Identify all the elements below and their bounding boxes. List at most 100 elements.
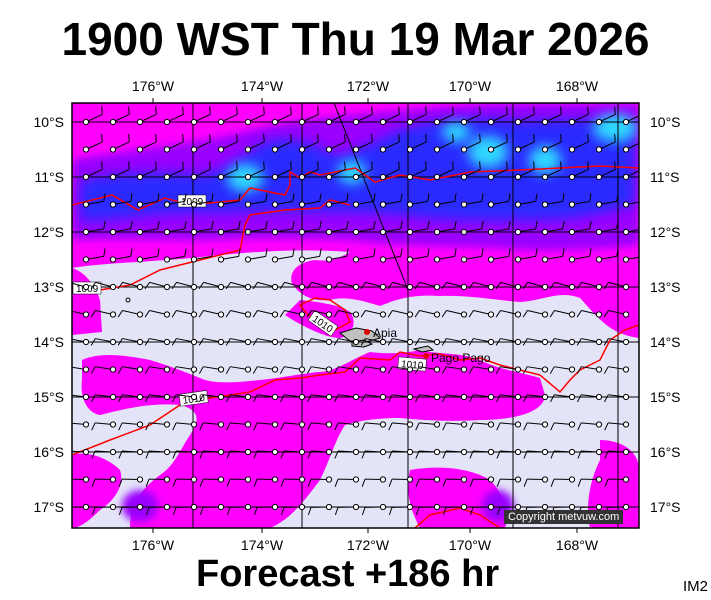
wind-barb	[252, 309, 279, 318]
wind-barb	[144, 338, 171, 346]
wind-barb	[91, 421, 117, 431]
wind-barb	[487, 106, 508, 126]
wind-barb	[90, 309, 117, 318]
wind-barb	[217, 193, 241, 208]
wind-barb	[171, 366, 198, 374]
wind-barb	[271, 133, 292, 153]
wind-barb	[577, 476, 603, 487]
wind-barb	[514, 133, 535, 153]
wind-barb	[82, 220, 106, 236]
wind-barb	[91, 503, 117, 516]
wind-barb	[136, 193, 160, 208]
lat-label: 10°S	[33, 114, 64, 130]
wind-barb	[82, 106, 103, 126]
wind-barb	[360, 309, 387, 318]
wind-barb	[118, 393, 144, 403]
wind-barb	[595, 161, 616, 181]
wind-barb	[496, 393, 522, 403]
wind-barb	[604, 476, 630, 487]
wind-barb	[91, 393, 117, 403]
wind-barb	[433, 161, 454, 181]
wind-barb	[225, 366, 252, 374]
wind-barb	[298, 161, 319, 181]
wind-barb	[433, 106, 454, 126]
wind-barb	[136, 248, 160, 263]
wind-barb	[333, 309, 360, 318]
wind-barb	[541, 161, 562, 181]
lat-label: 17°S	[650, 499, 681, 515]
wind-barb	[388, 393, 414, 403]
wind-barb	[244, 220, 268, 236]
wind-barb	[442, 421, 468, 431]
wind-barb	[226, 448, 252, 459]
wind-barb	[603, 309, 630, 318]
wind-barb	[522, 309, 549, 318]
wind-barb	[622, 115, 639, 126]
wind-barb	[298, 193, 322, 208]
wind-barb	[442, 476, 468, 487]
wind-barb	[144, 281, 171, 291]
wind-barb	[306, 366, 333, 374]
wind-barb	[441, 338, 468, 346]
wind-barb	[145, 476, 171, 487]
wind-barb	[117, 338, 144, 346]
wind-barb	[487, 133, 508, 153]
wind-barb	[171, 281, 198, 291]
wind-barb	[568, 161, 589, 181]
lon-label: 170°W	[448, 537, 492, 553]
lat-label: 11°S	[650, 169, 680, 185]
wind-barb	[523, 448, 549, 459]
wind-barb	[360, 281, 387, 291]
lat-label: 13°S	[650, 279, 681, 295]
wind-barb	[604, 421, 630, 431]
wind-barb	[352, 161, 373, 181]
wind-barb	[217, 133, 238, 153]
wind-barb	[541, 220, 565, 236]
wind-barb	[441, 366, 468, 374]
image-code: IM2	[683, 578, 709, 595]
wind-barb	[306, 309, 333, 318]
wind-barb	[198, 338, 225, 346]
wind-barb	[595, 106, 616, 126]
wind-barb	[460, 133, 481, 153]
wind-barb	[595, 133, 616, 153]
wind-barb	[72, 282, 90, 291]
wind-barb	[496, 421, 522, 431]
wind-barb	[352, 133, 373, 153]
wind-barb	[487, 193, 511, 208]
wind-barb	[82, 133, 103, 153]
wind-barb	[172, 503, 198, 516]
wind-barb	[549, 309, 576, 318]
wind-barb	[163, 193, 187, 208]
wind-barb	[388, 448, 414, 459]
wind-barb	[199, 503, 225, 516]
lon-label: 176°W	[131, 78, 175, 94]
lat-label: 13°S	[33, 279, 64, 295]
wind-barb	[307, 476, 333, 487]
lon-label: 172°W	[346, 78, 390, 94]
wind-barb	[280, 448, 306, 459]
lat-label: 16°S	[650, 444, 681, 460]
wind-barb	[468, 281, 495, 291]
wind-barb	[271, 248, 295, 263]
wind-barb	[549, 338, 576, 346]
wind-barb	[406, 220, 430, 236]
wind-barb	[622, 170, 639, 181]
wind-barb	[577, 448, 603, 459]
wind-barb	[550, 421, 576, 431]
wind-barb	[109, 220, 133, 236]
wind-barb	[604, 448, 630, 459]
wind-barb	[172, 393, 198, 403]
place-apia: Apia	[364, 326, 397, 340]
wind-barb	[603, 338, 630, 346]
wind-barb	[595, 193, 619, 208]
wind-barb	[190, 220, 214, 236]
wind-barb	[298, 133, 319, 153]
wind-barb	[271, 161, 292, 181]
wind-barb	[379, 133, 400, 153]
wind-barb	[433, 220, 457, 236]
wind-barb	[379, 161, 400, 181]
wind-barb	[82, 161, 103, 181]
wind-barb	[307, 448, 333, 459]
wind-barb	[576, 309, 603, 318]
